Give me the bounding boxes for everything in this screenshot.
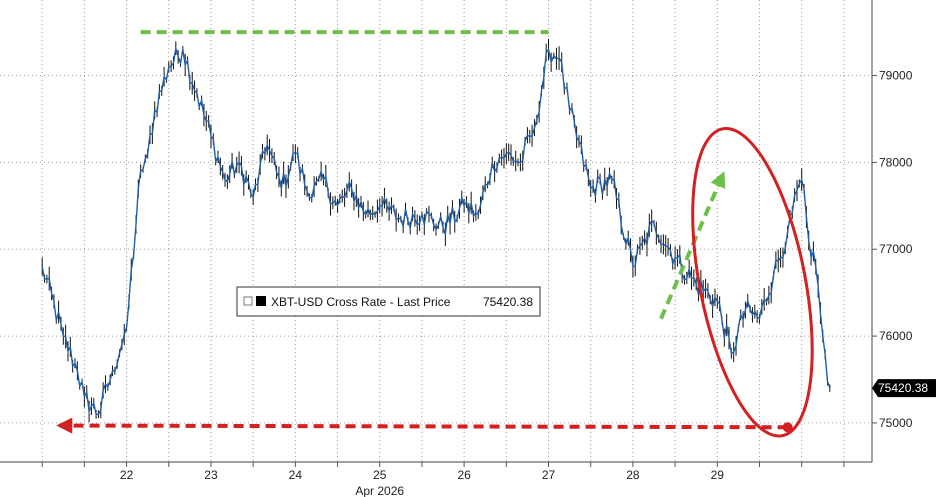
x-tick-label: 27: [542, 468, 556, 482]
selloff-highlight-ellipse: [691, 126, 814, 438]
x-tick-label: 28: [626, 468, 640, 482]
x-tick-label: 29: [711, 468, 725, 482]
legend-frame: [236, 286, 541, 317]
rebound-dashed-arrow-head: [710, 171, 726, 189]
y-tick-label: 77000: [879, 242, 913, 256]
legend-expand-icon[interactable]: [243, 296, 253, 306]
x-axis-sublabel: Apr 2026: [355, 484, 404, 497]
support-dashed-arrow: [70, 423, 788, 430]
rebound-dashed-arrow: [659, 183, 721, 320]
y-tick-label: 75000: [879, 416, 913, 430]
low-point-dot: [782, 422, 793, 433]
y-tick-label: 76000: [879, 329, 913, 343]
y-tick-label: 78000: [879, 155, 913, 169]
legend-value: 75420.38: [483, 295, 533, 309]
support-dashed-arrow-head: [56, 417, 73, 434]
x-tick-label: 23: [204, 468, 218, 482]
legend-label: XBT-USD Cross Rate - Last Price: [271, 295, 451, 309]
x-tick-label: 24: [289, 468, 303, 482]
last-price-flag-label: 75420.38: [878, 381, 928, 395]
last-price-flag: 75420.38: [872, 379, 936, 398]
last-price-flag-shape: [872, 379, 936, 398]
legend-swatch: [256, 296, 266, 306]
series-layer: [41, 38, 831, 423]
axis-layer: 75000 76000 77000 78000 79000 22 23 24 25 26 27 28 2…: [0, 0, 913, 497]
y-tick-label: 79000: [879, 69, 913, 83]
x-tick-label: 25: [373, 468, 387, 482]
annotation-layer: [56, 30, 814, 438]
price-series-line: [41, 47, 831, 416]
grid-layer: [0, 0, 872, 462]
x-tick-label: 26: [457, 468, 471, 482]
legend-box: XBT-USD Cross Rate - Last Price 75420.38: [236, 286, 541, 317]
x-tick-label: 22: [120, 468, 134, 482]
